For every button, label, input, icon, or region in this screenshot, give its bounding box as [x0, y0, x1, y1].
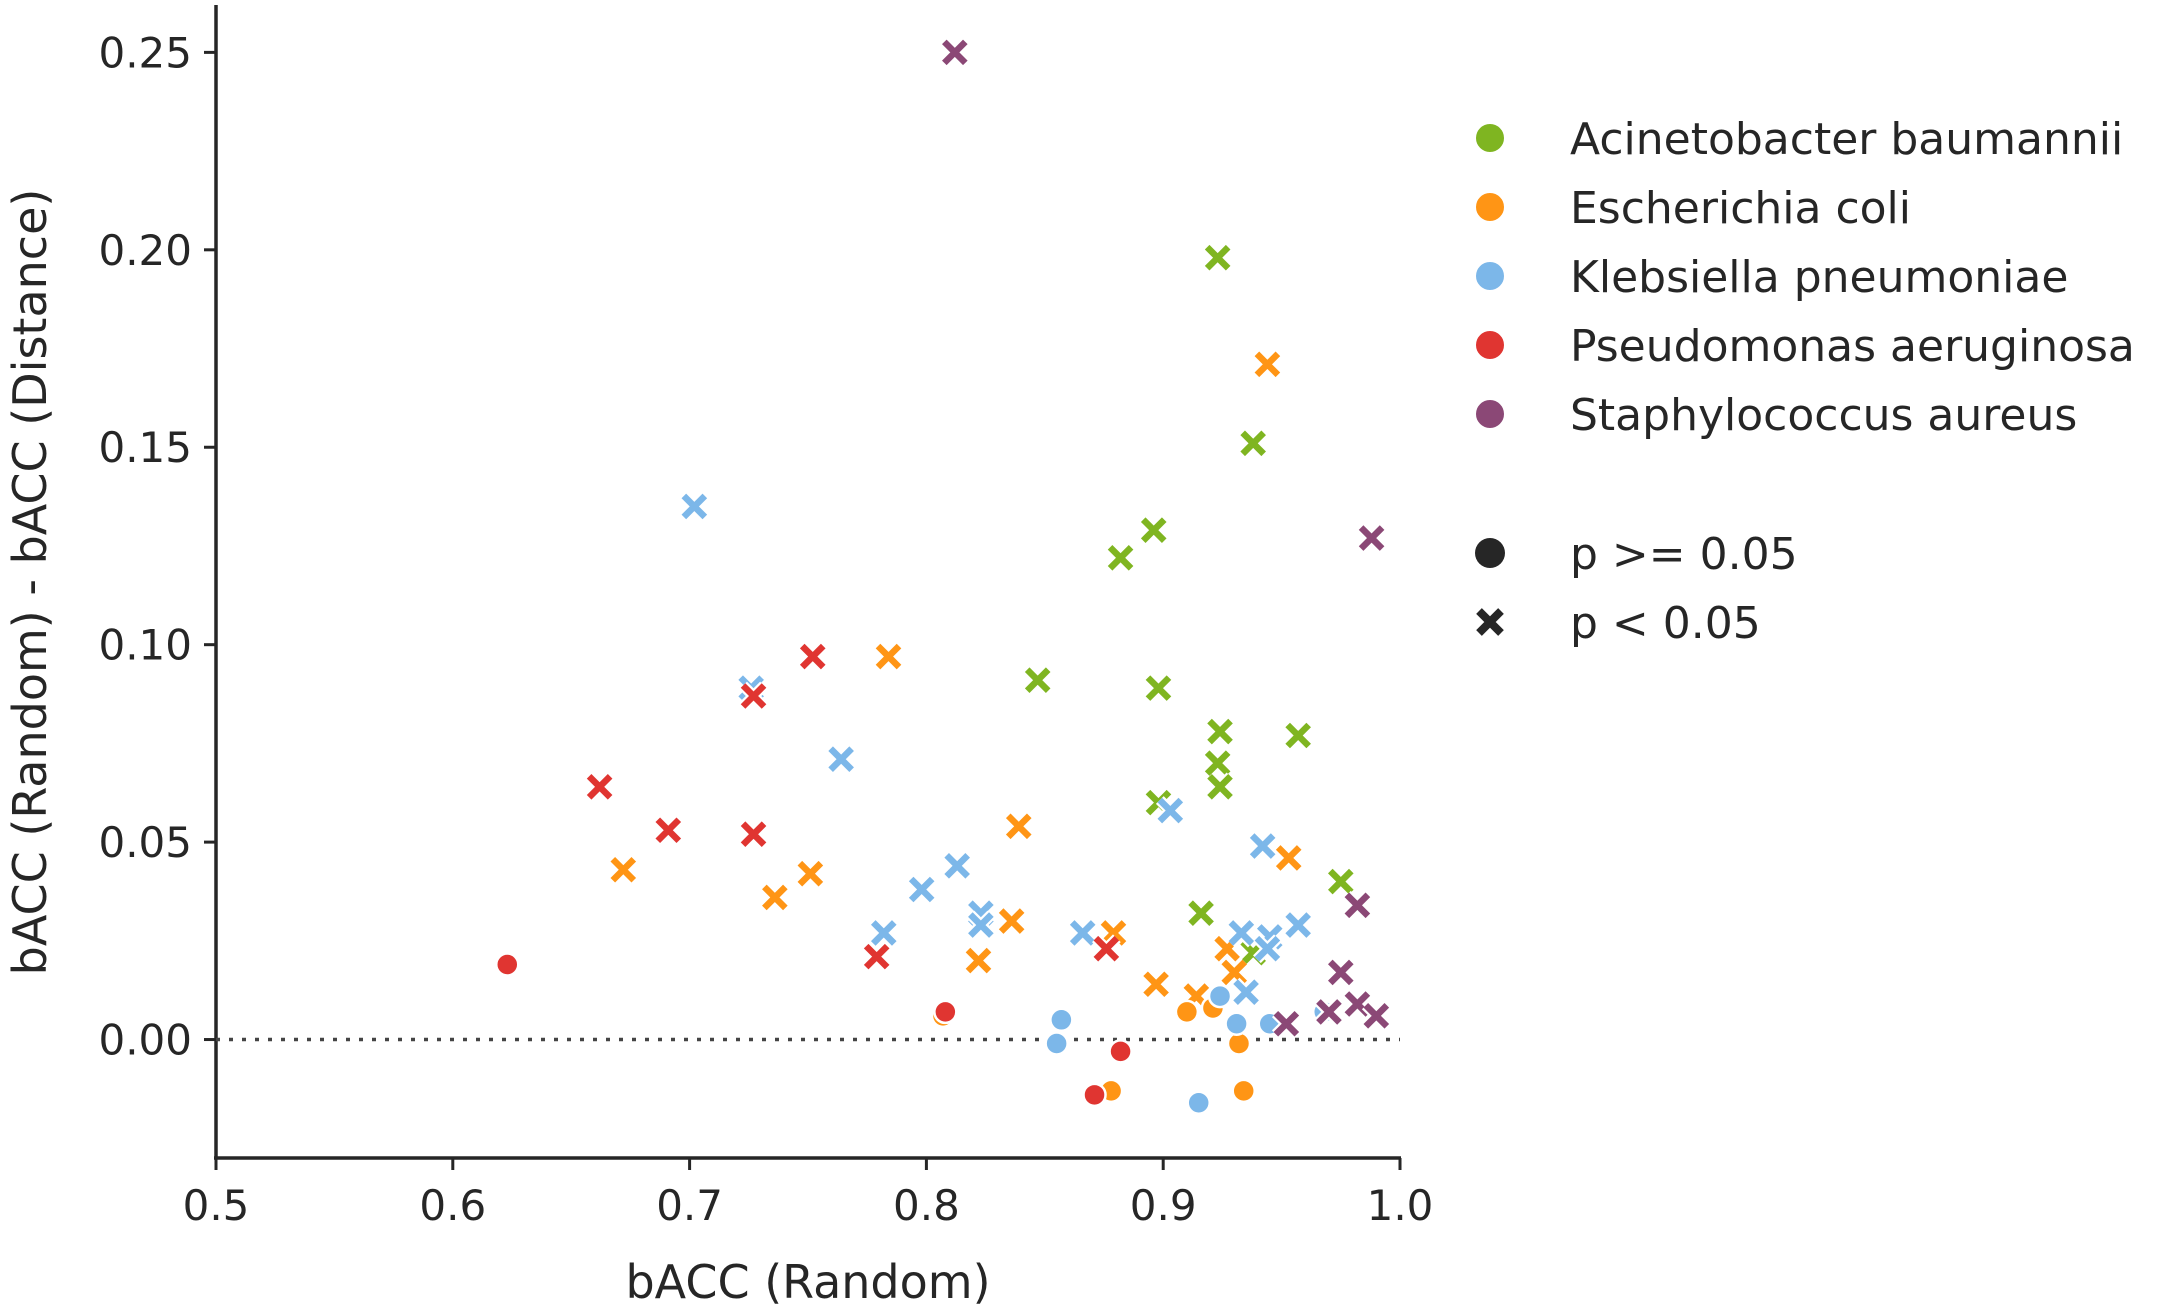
data-point [1107, 545, 1134, 571]
x-tick-label: 0.8 [893, 1181, 960, 1230]
data-point [799, 643, 826, 670]
legend-label: Escherichia coli [1570, 183, 1911, 234]
data-point [1328, 959, 1354, 986]
data-point [1174, 999, 1200, 1025]
data-point [1249, 833, 1276, 859]
data-point [1240, 430, 1266, 457]
data-point [1186, 1090, 1211, 1115]
y-axis-ticks: 0.00 0.05 0.10 0.15 0.20 0.25 [98, 28, 216, 1065]
data-point [1143, 971, 1169, 998]
legend-marker-x [1476, 608, 1504, 636]
data-point [1207, 774, 1233, 800]
data-point [1344, 892, 1371, 919]
y-tick-label: 0.20 [98, 226, 192, 275]
axes [214, 5, 1401, 1160]
data-point [1233, 979, 1259, 1005]
data-points [495, 37, 1391, 1115]
data-point [968, 912, 994, 938]
data-point [944, 853, 970, 879]
data-point [908, 876, 935, 903]
x-tick-label: 1.0 [1367, 1181, 1434, 1230]
data-point [1316, 999, 1342, 1025]
data-point [1275, 845, 1302, 871]
data-point [1024, 667, 1051, 694]
data-point [1204, 750, 1231, 776]
y-tick-label: 0.15 [98, 423, 192, 472]
legend: Acinetobacter baumannii Escherichia coli K… [1474, 114, 2135, 649]
legend-style-label: p >= 0.05 [1570, 529, 1798, 580]
data-point [1044, 1031, 1069, 1056]
legend-swatch [1474, 122, 1506, 154]
data-point [1358, 525, 1385, 551]
data-point [1328, 868, 1354, 895]
data-point [1069, 920, 1096, 946]
x-tick-label: 0.6 [419, 1181, 486, 1230]
data-point [863, 943, 890, 970]
legend-marker-circle [1475, 538, 1505, 568]
data-point [870, 920, 897, 946]
data-point [1082, 1082, 1107, 1108]
y-axis-label: bACC (Random) - bACC (Distance) [3, 189, 57, 976]
data-point [828, 746, 854, 772]
data-point [933, 999, 958, 1025]
data-point [1157, 797, 1184, 824]
data-point [1221, 959, 1248, 986]
data-point [655, 817, 682, 844]
data-point [1140, 517, 1167, 543]
y-tick-label: 0.05 [98, 818, 192, 867]
data-point [1093, 935, 1120, 962]
data-point [1100, 920, 1127, 946]
legend-label: Klebsiella pneumoniae [1570, 252, 2068, 303]
data-point [942, 39, 968, 66]
legend-style-label: p < 0.05 [1570, 598, 1761, 649]
legend-swatch [1474, 191, 1506, 223]
data-point [740, 683, 767, 709]
data-point [1254, 935, 1281, 962]
x-tick-label: 0.5 [183, 1181, 250, 1230]
data-point [1005, 813, 1032, 840]
data-point [1273, 1010, 1300, 1037]
data-point [1207, 983, 1233, 1009]
data-point [586, 774, 613, 800]
data-point [610, 856, 637, 883]
data-point [1226, 1031, 1252, 1056]
data-point [1188, 900, 1214, 926]
y-tick-label: 0.25 [98, 28, 192, 77]
data-point [1285, 722, 1311, 749]
legend-label: Pseudomonas aeruginosa [1570, 321, 2135, 372]
data-point [797, 860, 824, 887]
data-point [1204, 244, 1231, 271]
data-point [1231, 1078, 1256, 1104]
data-point [740, 821, 767, 848]
data-point [1228, 920, 1255, 946]
data-point [1363, 1003, 1390, 1029]
data-point [1145, 675, 1172, 701]
data-point [998, 908, 1025, 934]
legend-swatch [1474, 329, 1506, 361]
data-point [875, 643, 902, 670]
data-point [762, 884, 788, 911]
data-point [495, 952, 520, 977]
y-tick-label: 0.00 [98, 1016, 192, 1065]
y-tick-label: 0.10 [98, 621, 192, 670]
legend-label: Acinetobacter baumannii [1570, 114, 2123, 165]
x-tick-label: 0.9 [1130, 1181, 1197, 1230]
legend-swatch [1474, 398, 1506, 430]
x-axis-label: bACC (Random) [625, 1255, 990, 1309]
data-point [965, 947, 992, 974]
data-point [1224, 1011, 1249, 1036]
data-point [1207, 718, 1233, 745]
data-point [1254, 351, 1281, 378]
data-point [1108, 1039, 1133, 1064]
data-point [1285, 912, 1311, 938]
data-point [1049, 1007, 1074, 1033]
legend-label: Staphylococcus aureus [1570, 390, 2077, 441]
data-point [681, 493, 708, 520]
x-tick-label: 0.7 [656, 1181, 723, 1230]
x-axis-ticks: 0.5 0.6 0.7 0.8 0.9 1.0 [183, 1158, 1434, 1230]
legend-swatch [1474, 260, 1506, 292]
